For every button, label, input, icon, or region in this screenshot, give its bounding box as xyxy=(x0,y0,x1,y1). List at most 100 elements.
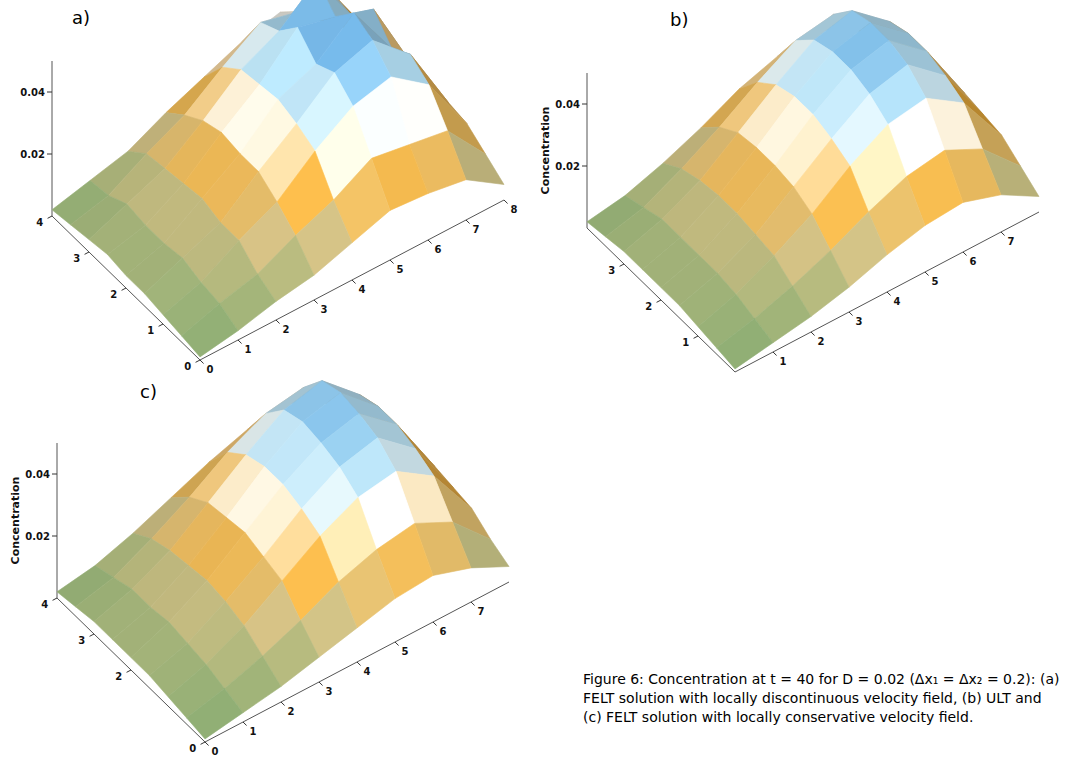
x-tick-label: 4 xyxy=(364,666,371,677)
caption: Figure 6: Concentration at t = 40 for D … xyxy=(583,671,1059,725)
x-tick xyxy=(243,722,247,725)
surface xyxy=(52,0,504,357)
y-tick-label: 2 xyxy=(645,301,652,312)
x-tick-label: 3 xyxy=(321,304,328,315)
caption-line: (c) FELT solution with locally conservat… xyxy=(583,709,973,725)
y-tick-label: 1 xyxy=(147,325,154,336)
x-tick-label: 1 xyxy=(250,726,257,737)
x-tick-label: 0 xyxy=(212,746,219,757)
y-tick-label: 4 xyxy=(36,217,43,228)
x-tick xyxy=(471,602,475,605)
x-tick xyxy=(314,300,318,303)
surface xyxy=(587,11,1039,369)
x-tick xyxy=(390,260,394,263)
x-tick-label: 7 xyxy=(473,224,480,235)
y-tick xyxy=(657,300,661,302)
surface xyxy=(57,381,509,739)
x-tick-label: 5 xyxy=(397,264,404,275)
x-tick xyxy=(849,312,853,315)
caption-line: Figure 6: Concentration at t = 40 for D … xyxy=(583,671,1059,687)
x-tick xyxy=(200,360,204,363)
panel-label: c) xyxy=(140,381,157,402)
x-tick-label: 6 xyxy=(435,244,442,255)
z-axis-line xyxy=(57,443,58,598)
z-axis-title: Concentration xyxy=(9,477,22,565)
x-tick-label: 3 xyxy=(856,316,863,327)
z-axis-line xyxy=(587,73,588,228)
z-tick xyxy=(47,92,52,93)
panel-label: a) xyxy=(72,7,90,28)
x-tick xyxy=(466,220,470,223)
x-tick xyxy=(205,742,209,745)
surface-cell xyxy=(717,319,774,369)
panel: 0 1 2 3 4 5 6 7 0 2 3 4 0.02 0.04Concentration c) xyxy=(9,381,509,758)
x-tick xyxy=(319,682,323,685)
x-tick xyxy=(395,642,399,645)
y-tick xyxy=(127,670,131,672)
y-tick xyxy=(48,216,52,218)
x-tick-label: 4 xyxy=(359,284,366,295)
caption-line: FELT solution with locally discontinuous… xyxy=(583,690,1042,706)
x-tick xyxy=(1001,232,1005,235)
x-tick-label: 7 xyxy=(478,606,485,617)
y-tick xyxy=(196,360,200,362)
surface-cell xyxy=(187,689,244,739)
y-tick xyxy=(122,288,126,290)
x-tick-label: 5 xyxy=(932,276,939,287)
x-tick-label: 3 xyxy=(326,686,333,697)
panel: 12345671230.020.04Concentrationb) xyxy=(539,9,1039,372)
y-tick xyxy=(159,324,163,326)
z-tick-label: 0.04 xyxy=(20,87,45,98)
x-tick xyxy=(357,662,361,665)
x-tick-label: 4 xyxy=(894,296,901,307)
y-tick-label: 4 xyxy=(41,599,48,610)
y-tick-label: 3 xyxy=(608,265,615,276)
y-tick xyxy=(620,264,624,266)
surface-cell xyxy=(182,303,239,357)
x-tick xyxy=(276,320,280,323)
y-tick-label: 3 xyxy=(78,635,85,646)
x-tick xyxy=(281,702,285,705)
z-tick-label: 0.02 xyxy=(20,149,45,160)
figure: 0 1 2 3 4 5 6 7 8 0 1 2 3 4 0.02 0.04 a) 1 2 3 4 5 6 7 1 2 3 0.02 0.… xyxy=(0,0,1077,762)
x-tick-label: 6 xyxy=(440,626,447,637)
x-tick-label: 1 xyxy=(780,356,787,367)
x-tick-label: 2 xyxy=(283,324,290,335)
z-tick xyxy=(52,536,57,537)
x-tick xyxy=(773,352,777,355)
y-tick xyxy=(694,336,698,338)
panel-label: b) xyxy=(670,9,688,30)
z-tick xyxy=(582,104,587,105)
x-tick xyxy=(504,200,508,203)
x-tick xyxy=(428,240,432,243)
y-tick xyxy=(85,252,89,254)
x-tick-label: 2 xyxy=(818,336,825,347)
x-tick-label: 8 xyxy=(511,204,518,215)
y-tick-label: 0 xyxy=(189,743,196,754)
x-tick-label: 2 xyxy=(288,706,295,717)
y-tick xyxy=(53,598,57,600)
x-tick-label: 0 xyxy=(207,364,214,375)
x-tick-label: 6 xyxy=(970,256,977,267)
y-tick-label: 2 xyxy=(110,289,117,300)
x-tick xyxy=(238,340,242,343)
x-tick-label: 7 xyxy=(1008,236,1015,247)
x-tick xyxy=(352,280,356,283)
z-tick-label: 0.02 xyxy=(555,161,580,172)
z-tick-label: 0.04 xyxy=(25,469,50,480)
x-tick-label: 1 xyxy=(245,344,252,355)
y-tick-label: 2 xyxy=(115,671,122,682)
z-tick xyxy=(47,154,52,155)
y-tick-label: 1 xyxy=(682,337,689,348)
z-tick-label: 0.02 xyxy=(25,531,50,542)
panel: 012345678012340.020.04a) xyxy=(20,0,517,375)
x-tick xyxy=(433,622,437,625)
x-tick xyxy=(963,252,967,255)
x-tick-label: 5 xyxy=(402,646,409,657)
y-tick-label: 0 xyxy=(184,361,191,372)
z-tick xyxy=(52,474,57,475)
z-tick-label: 0.04 xyxy=(555,99,580,110)
x-tick xyxy=(811,332,815,335)
x-tick xyxy=(925,272,929,275)
y-tick xyxy=(90,634,94,636)
